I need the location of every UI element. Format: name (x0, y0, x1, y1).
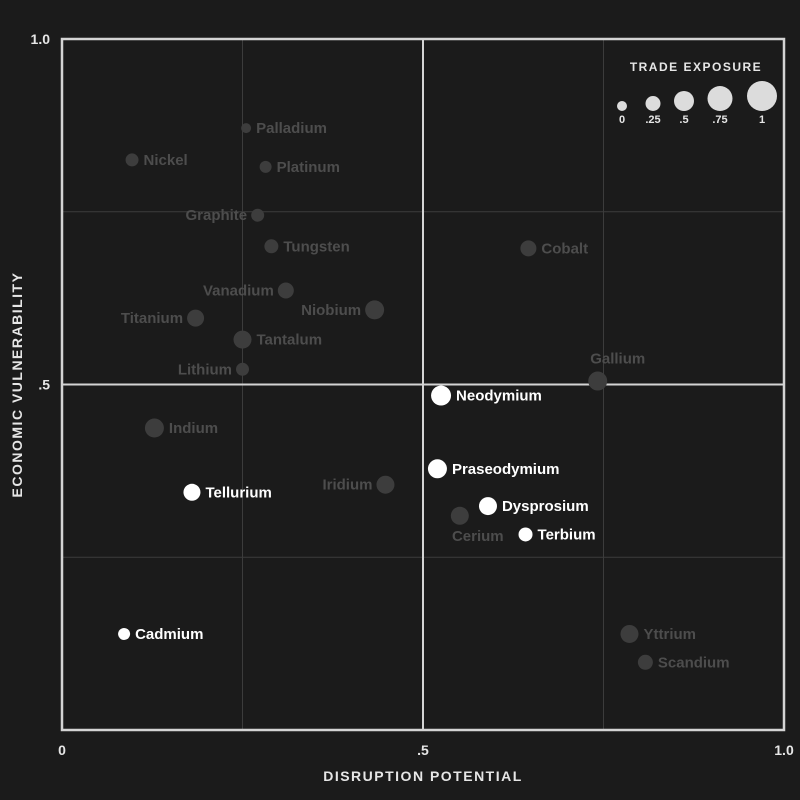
point-lithium (236, 362, 249, 376)
legend-circle (674, 91, 694, 111)
label-graphite: Graphite (185, 207, 247, 224)
point-iridium (376, 475, 395, 494)
plot-frame (60, 37, 786, 732)
legend-tick-label: .25 (645, 114, 660, 126)
point-cadmium (118, 627, 131, 640)
point-titanium (187, 309, 205, 327)
legend-circle (617, 101, 627, 111)
legend-circle (707, 86, 733, 111)
point-vanadium (277, 282, 294, 299)
label-terbium: Terbium (538, 526, 596, 543)
y-axis-title: ECONOMIC VULNERABILITY (9, 272, 25, 498)
legend-circle (747, 81, 777, 111)
label-palladium: Palladium (256, 120, 327, 137)
label-platinum: Platinum (277, 159, 340, 176)
point-tungsten (264, 239, 279, 254)
point-indium (144, 418, 164, 438)
point-terbium (518, 527, 533, 542)
label-niobium: Niobium (301, 302, 361, 319)
legend-tick-label: .5 (679, 114, 688, 126)
label-tungsten: Tungsten (283, 238, 349, 255)
point-praseodymium (427, 459, 447, 479)
point-palladium (241, 123, 252, 134)
label-neodymium: Neodymium (456, 388, 542, 405)
point-platinum (259, 160, 272, 173)
label-cerium: Cerium (452, 528, 504, 545)
point-nickel (125, 153, 139, 167)
x-axis-title: DISRUPTION POTENTIAL (323, 768, 523, 784)
x-tick-label: .5 (417, 742, 429, 758)
size-legend: TRADE EXPOSURE 0 .25 .5 .75 1 (617, 60, 777, 126)
point-tantalum (233, 330, 252, 349)
y-tick-label: 1.0 (31, 31, 51, 47)
point-neodymium (431, 385, 452, 406)
label-iridium: Iridium (322, 477, 372, 494)
axis-ticks: 0 .5 1.0 .5 1.0 (31, 31, 794, 758)
point-dysprosium (478, 497, 497, 516)
label-titanium: Titanium (121, 310, 183, 327)
legend-title: TRADE EXPOSURE (630, 60, 762, 74)
label-nickel: Nickel (144, 152, 188, 169)
label-cadmium: Cadmium (135, 626, 203, 643)
legend-circle (645, 96, 661, 111)
label-cobalt: Cobalt (541, 240, 588, 257)
label-scandium: Scandium (658, 654, 730, 671)
label-tantalum: Tantalum (257, 332, 323, 349)
label-lithium: Lithium (178, 361, 232, 378)
x-tick-label: 1.0 (774, 742, 794, 758)
y-tick-label: .5 (38, 377, 50, 393)
label-vanadium: Vanadium (203, 283, 274, 300)
point-labels: Palladium Nickel Platinum Graphite Tungsten C… (121, 120, 730, 671)
point-yttrium (620, 624, 639, 643)
point-gallium (588, 371, 608, 391)
point-cobalt (520, 240, 537, 257)
label-indium: Indium (169, 420, 218, 437)
legend-tick-label: 0 (619, 114, 625, 126)
label-tellurium: Tellurium (205, 484, 271, 501)
point-tellurium (183, 483, 201, 501)
label-dysprosium: Dysprosium (502, 498, 589, 515)
label-praseodymium: Praseodymium (452, 461, 560, 478)
point-cerium (450, 506, 469, 525)
label-gallium: Gallium (590, 351, 645, 368)
x-tick-label: 0 (58, 742, 66, 758)
point-niobium (365, 300, 385, 320)
point-graphite (251, 208, 265, 222)
label-yttrium: Yttrium (643, 626, 696, 643)
legend-tick-label: 1 (759, 114, 765, 126)
data-points (118, 123, 653, 670)
point-scandium (637, 654, 653, 670)
legend-tick-label: .75 (712, 114, 727, 126)
